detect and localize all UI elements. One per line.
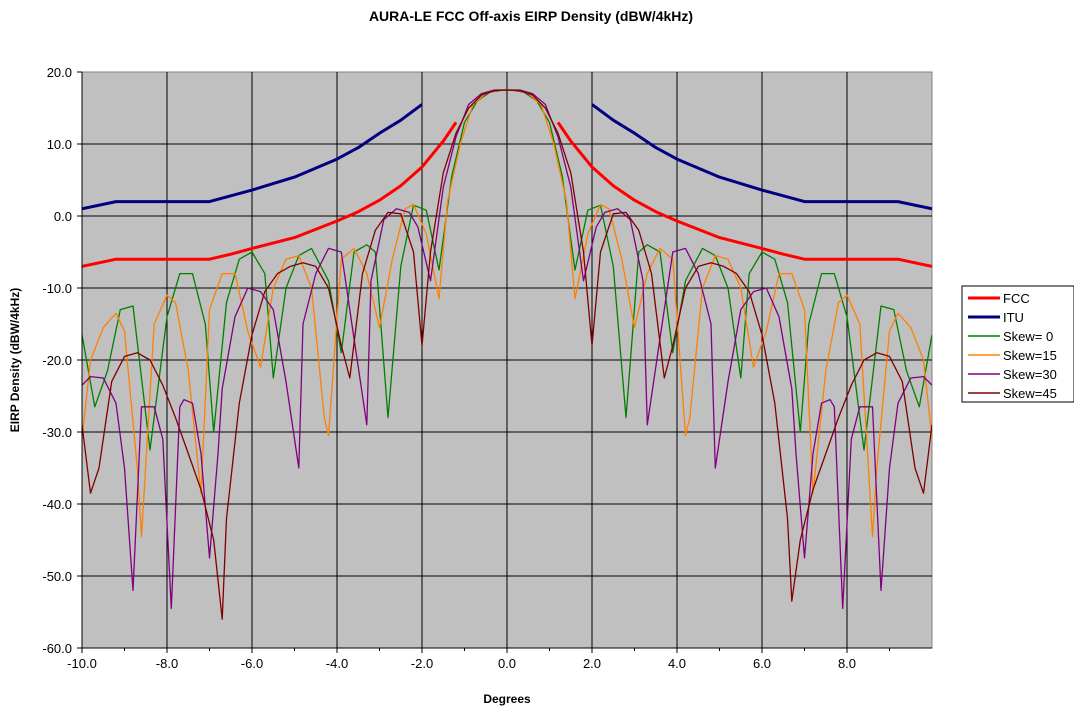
y-tick-label: -40.0 <box>42 497 72 512</box>
x-tick-label: 4.0 <box>668 656 686 671</box>
y-tick-label: -60.0 <box>42 641 72 656</box>
series-line-fcc <box>556 121 932 268</box>
legend: FCC ITU Skew= 0 Skew=15 Skew=30 Skew=45 <box>961 285 1074 403</box>
y-tick-label: -20.0 <box>42 353 72 368</box>
chart-title: AURA-LE FCC Off-axis EIRP Density (dBW/4… <box>369 8 693 24</box>
x-tick-label: -6.0 <box>241 656 263 671</box>
series-line-itu <box>82 103 423 211</box>
legend-label-skew-0: Skew= 0 <box>1003 329 1053 344</box>
x-axis-label: Degrees <box>483 692 531 706</box>
y-tick-label: 10.0 <box>47 137 72 152</box>
x-tick-label: -4.0 <box>326 656 348 671</box>
y-tick-label: -10.0 <box>42 281 72 296</box>
y-tick-label: -30.0 <box>42 425 72 440</box>
x-axis-ticks: -10.0 -8.0 -6.0 -4.0 -2.0 0.0 2.0 4.0 6.0 8.0 <box>67 647 932 671</box>
x-tick-label: 6.0 <box>753 656 771 671</box>
x-tick-label: -10.0 <box>67 656 97 671</box>
y-axis-label: EIRP Density (dBW/4kHz) <box>8 288 22 432</box>
x-tick-label: -8.0 <box>156 656 178 671</box>
legend-label-fcc: FCC <box>1003 291 1030 306</box>
y-tick-label: 0.0 <box>54 209 72 224</box>
series-lines <box>82 89 932 620</box>
legend-label-skew-30: Skew=30 <box>1003 367 1057 382</box>
y-tick-label: -50.0 <box>42 569 72 584</box>
x-tick-label: 8.0 <box>838 656 856 671</box>
x-tick-label: 2.0 <box>583 656 601 671</box>
series-line-fcc <box>82 121 458 268</box>
x-tick-label: -2.0 <box>411 656 433 671</box>
y-tick-label: 20.0 <box>47 65 72 80</box>
legend-box <box>961 285 1074 403</box>
series-line-skew-45 <box>82 89 932 620</box>
legend-label-skew-15: Skew=15 <box>1003 348 1057 363</box>
legend-label-itu: ITU <box>1003 310 1024 325</box>
series-line-itu <box>591 103 932 211</box>
legend-label-skew-45: Skew=45 <box>1003 386 1057 401</box>
x-tick-label: 0.0 <box>498 656 516 671</box>
y-axis-ticks: 20.0 10.0 0.0 -10.0 -20.0 -30.0 -40.0 -50.0 -60.… <box>42 65 83 656</box>
